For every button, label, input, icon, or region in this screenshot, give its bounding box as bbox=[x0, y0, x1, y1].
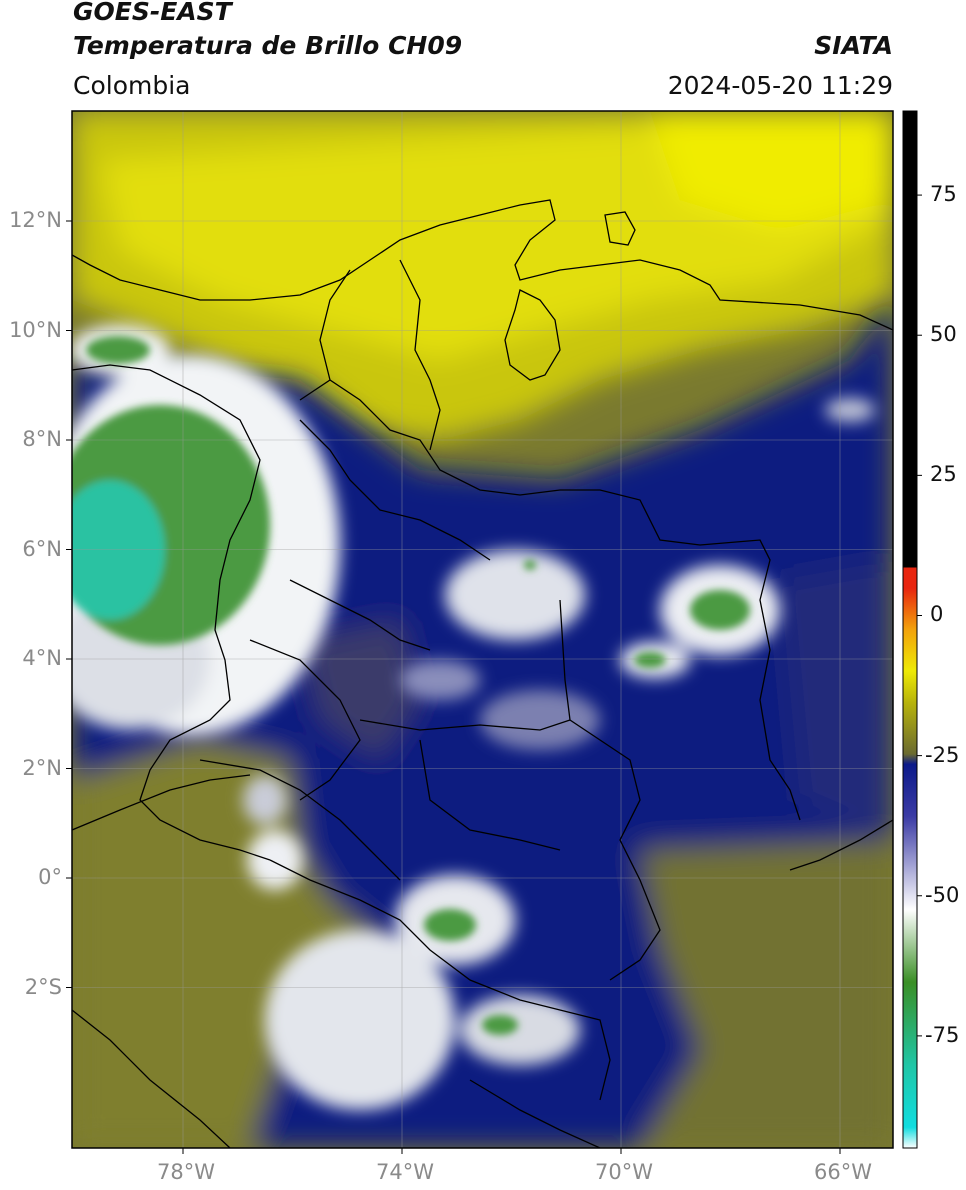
lon-label: 70°W bbox=[595, 1160, 653, 1184]
colorbar-label: 0 bbox=[930, 602, 944, 627]
lat-label: 12°N bbox=[9, 208, 62, 232]
header-title-line1: GOES-EAST bbox=[73, 0, 232, 26]
header-brand: SIATA bbox=[814, 31, 893, 60]
lon-label: 74°W bbox=[376, 1160, 434, 1184]
colorbar-label: -75 bbox=[925, 1022, 960, 1047]
lat-label: 8°N bbox=[22, 427, 62, 451]
colorbar-ticks bbox=[917, 194, 922, 1037]
axis-ticks bbox=[66, 220, 841, 1154]
lat-label: 2°S bbox=[24, 974, 62, 999]
coastlines-borders bbox=[72, 199, 893, 1148]
colorbar-label: 50 bbox=[930, 322, 957, 347]
lat-label: 10°N bbox=[9, 317, 62, 342]
lat-label: 2°N bbox=[22, 755, 62, 780]
colorbar-label: 25 bbox=[930, 462, 957, 487]
header-datetime: 2024-05-20 11:29 bbox=[667, 71, 893, 100]
header-region: Colombia bbox=[73, 71, 191, 100]
colorbar-label: 75 bbox=[930, 182, 957, 207]
colorbar-label: -50 bbox=[925, 882, 960, 907]
lon-label: 78°W bbox=[157, 1160, 215, 1184]
graticule bbox=[72, 111, 893, 1148]
lat-label: 0° bbox=[38, 865, 62, 889]
lon-label: 66°W bbox=[814, 1160, 872, 1184]
header-title-line2: Temperatura de Brillo CH09 bbox=[73, 31, 463, 60]
dry-air-region bbox=[72, 111, 893, 440]
lat-label: 4°N bbox=[22, 646, 62, 670]
colorbar bbox=[902, 110, 918, 1149]
colorbar-label: -25 bbox=[925, 742, 960, 767]
scattered-clouds bbox=[243, 398, 875, 1110]
lat-label: 6°N bbox=[22, 536, 62, 561]
map-frame bbox=[71, 110, 894, 1149]
